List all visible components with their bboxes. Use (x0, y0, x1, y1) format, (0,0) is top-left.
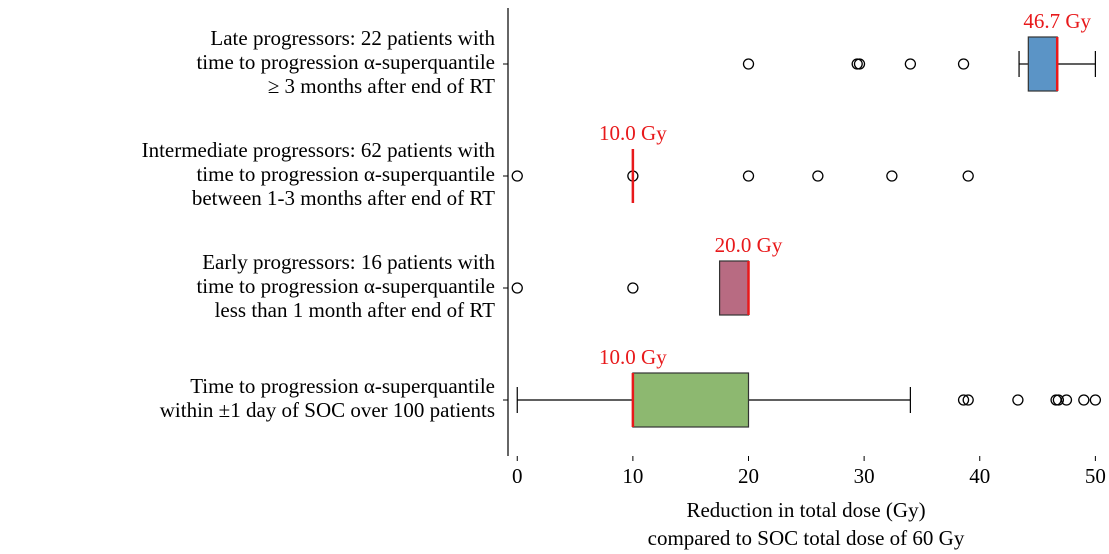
y-tick-label: time to progression α-superquantile (196, 50, 495, 74)
outlier (627, 282, 639, 294)
outlier (511, 170, 523, 182)
outlier (511, 282, 523, 294)
outlier (957, 394, 970, 406)
outlier (1050, 394, 1062, 406)
median-label: 46.7 Gy (1023, 9, 1091, 33)
y-tick-label: less than 1 month after end of RT (215, 298, 496, 322)
outlier (962, 394, 974, 406)
box (632, 372, 750, 428)
outlier (1060, 394, 1073, 406)
x-tick-label: 0 (512, 464, 523, 488)
y-tick-label: Intermediate progressors: 62 patients wi… (142, 138, 496, 162)
outlier (1078, 394, 1090, 406)
y-tick-label: within ±1 day of SOC over 100 patients (160, 398, 495, 422)
outlier (853, 58, 866, 70)
x-axis-label: compared to SOC total dose of 60 Gy (648, 526, 965, 550)
x-tick-label: 40 (969, 464, 990, 488)
outlier (742, 58, 755, 70)
x-tick-label: 30 (854, 464, 875, 488)
x-tick-label: 50 (1085, 464, 1106, 488)
box (1027, 36, 1058, 92)
outlier (1012, 394, 1024, 406)
outlier (742, 170, 755, 182)
y-tick-label: time to progression α-superquantile (196, 274, 495, 298)
y-tick-label: Time to progression α-superquantile (190, 374, 495, 398)
median-label: 20.0 Gy (715, 233, 783, 257)
y-tick-label: Early progressors: 16 patients with (202, 250, 495, 274)
x-tick-label: 10 (622, 464, 643, 488)
outlier (812, 170, 824, 182)
outlier (1089, 394, 1102, 406)
outlier (962, 170, 974, 182)
median-label: 10.0 Gy (599, 121, 667, 145)
x-axis-label: Reduction in total dose (Gy) (686, 498, 925, 522)
box (718, 260, 750, 316)
y-tick-label: Late progressors: 22 patients with (210, 26, 495, 50)
y-tick-label: between 1-3 months after end of RT (192, 186, 495, 210)
outlier (904, 58, 917, 70)
median-label: 10.0 Gy (599, 345, 667, 369)
outlier (886, 170, 898, 182)
outlier (957, 58, 970, 70)
x-tick-label: 20 (738, 464, 759, 488)
y-tick-label: time to progression α-superquantile (196, 162, 495, 186)
y-tick-label: ≥ 3 months after end of RT (268, 74, 495, 98)
outlier (851, 58, 863, 70)
outlier (1052, 394, 1065, 406)
